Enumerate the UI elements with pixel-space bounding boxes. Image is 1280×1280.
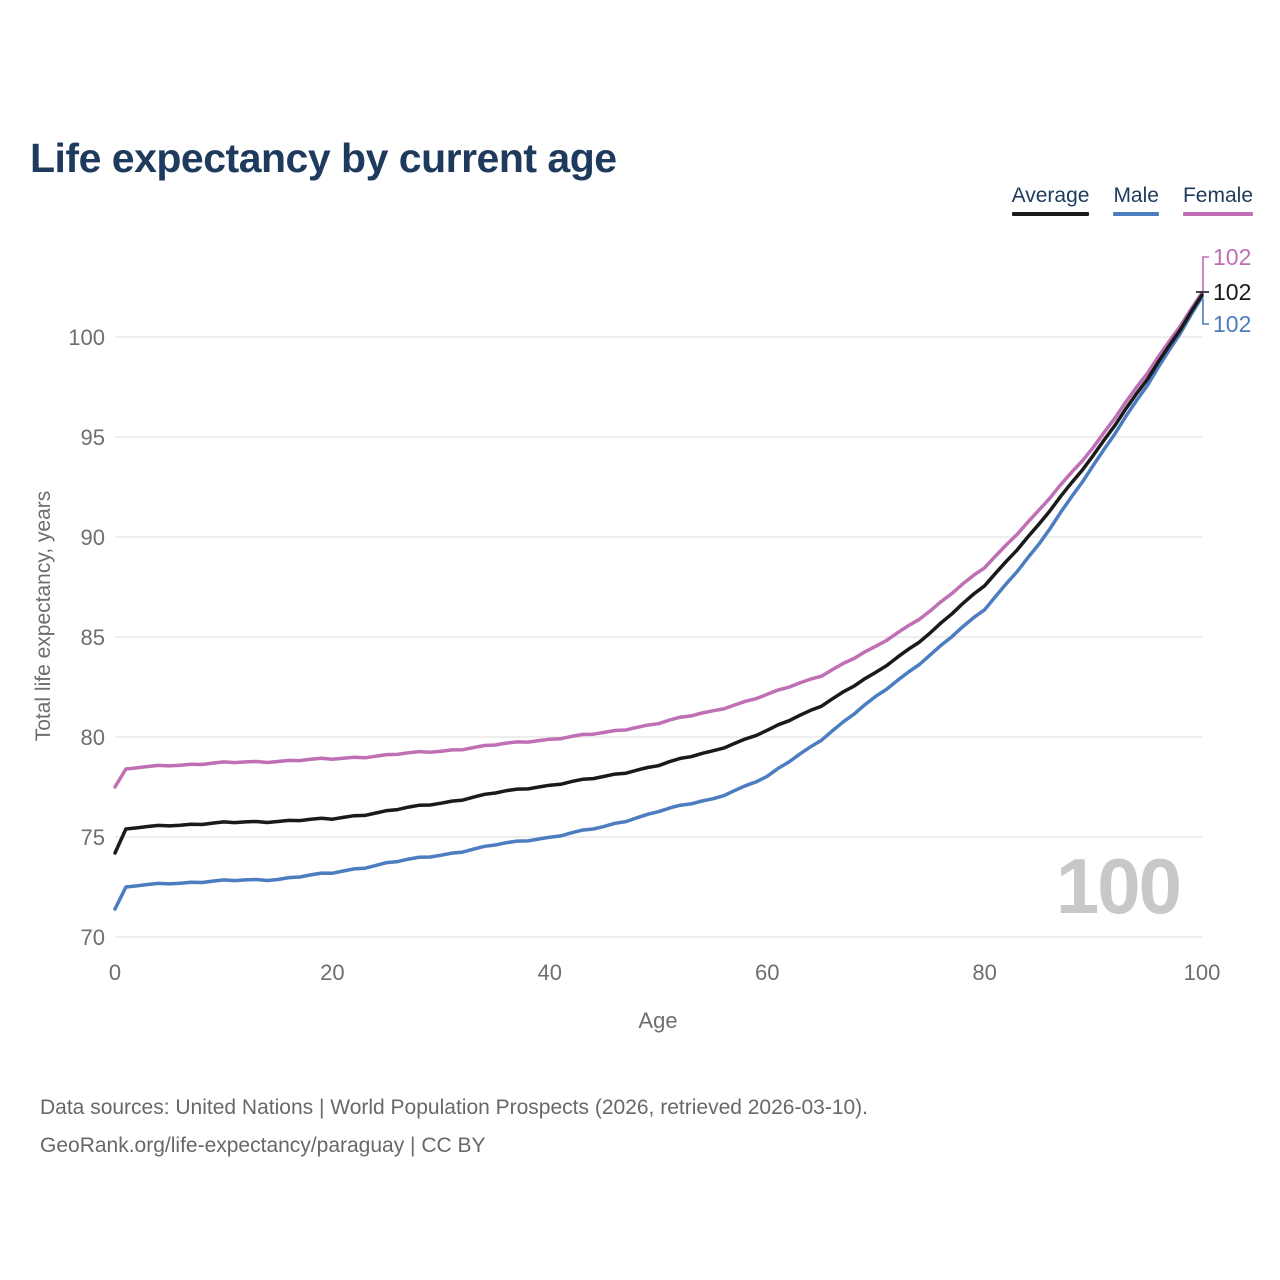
y-tick-label: 90 <box>81 525 105 550</box>
source-line-1: Data sources: United Nations | World Pop… <box>40 1096 869 1119</box>
x-tick-label: 100 <box>1184 960 1221 985</box>
end-value-label-female: 102 <box>1213 244 1251 270</box>
legend-item-male[interactable]: Male <box>1113 184 1159 222</box>
x-tick-label: 60 <box>755 960 779 985</box>
series-line-female[interactable] <box>113 291 1204 789</box>
source-footer: Data sources: United Nations | World Pop… <box>40 1089 868 1165</box>
legend-label-male: Male <box>1113 184 1159 207</box>
x-tick-label: 0 <box>109 960 121 985</box>
page-title: Life expectancy by current age <box>30 135 617 182</box>
legend-label-female: Female <box>1182 184 1253 207</box>
x-axis-title: Age <box>638 1008 678 1033</box>
series-line-male[interactable] <box>113 295 1204 911</box>
y-tick-label: 100 <box>68 325 105 350</box>
end-value-label-average: 102 <box>1213 279 1251 305</box>
end-label-connector <box>1202 256 1209 291</box>
y-tick-label: 75 <box>81 825 105 850</box>
end-label-connector <box>1202 299 1209 325</box>
legend-swatch-average <box>1011 212 1090 216</box>
source-line-2: GeoRank.org/life-expectancy/paraguay | C… <box>40 1134 486 1157</box>
x-tick-label: 80 <box>972 960 996 985</box>
legend-label-average: Average <box>1011 184 1090 207</box>
x-tick-label: 20 <box>320 960 344 985</box>
series-line-average[interactable] <box>113 293 1204 855</box>
y-tick-label: 95 <box>81 425 105 450</box>
legend-swatch-female <box>1182 212 1253 216</box>
y-tick-label: 80 <box>81 725 105 750</box>
end-value-label-male: 102 <box>1213 311 1251 337</box>
y-tick-label: 70 <box>81 925 105 950</box>
legend-item-female[interactable]: Female <box>1182 184 1253 222</box>
x-tick-label: 40 <box>538 960 562 985</box>
legend: Average Male Female <box>1011 184 1253 222</box>
y-tick-label: 85 <box>81 625 105 650</box>
age-watermark: 100 <box>1055 842 1182 930</box>
legend-item-average[interactable]: Average <box>1011 184 1090 222</box>
legend-swatch-male <box>1113 212 1159 216</box>
